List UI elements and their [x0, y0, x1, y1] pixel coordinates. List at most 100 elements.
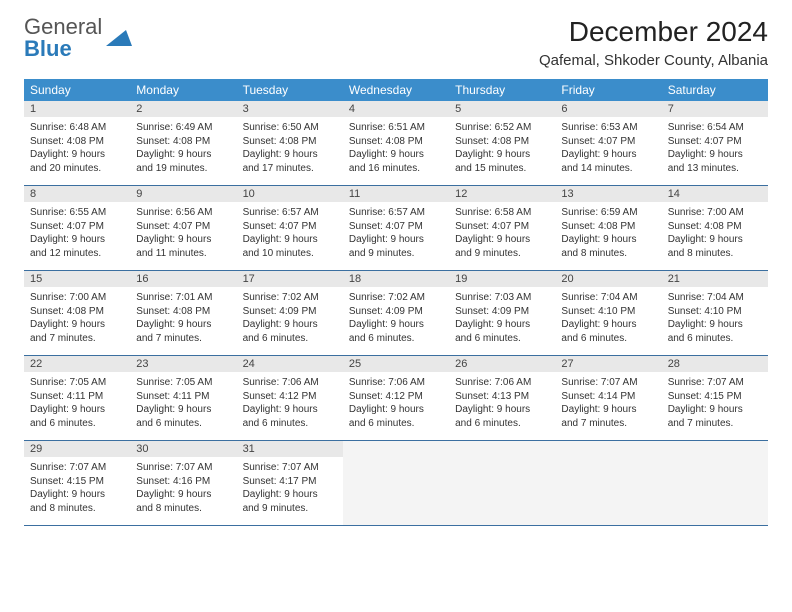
day-details: Sunrise: 6:57 AMSunset: 4:07 PMDaylight:… — [237, 202, 343, 271]
sunrise-text: Sunrise: 7:06 AM — [349, 376, 443, 390]
day-details: Sunrise: 7:07 AMSunset: 4:16 PMDaylight:… — [130, 457, 236, 526]
day-number: 9 — [130, 186, 236, 203]
daylight-text: Daylight: 9 hours and 6 minutes. — [136, 403, 230, 430]
daylight-text: Daylight: 9 hours and 8 minutes. — [668, 233, 762, 260]
daylight-text: Daylight: 9 hours and 15 minutes. — [455, 148, 549, 175]
day-details — [662, 457, 768, 526]
sunrise-text: Sunrise: 6:56 AM — [136, 206, 230, 220]
sunrise-text: Sunrise: 6:59 AM — [561, 206, 655, 220]
sunrise-text: Sunrise: 6:58 AM — [455, 206, 549, 220]
daylight-text: Daylight: 9 hours and 16 minutes. — [349, 148, 443, 175]
day-number: 22 — [24, 356, 130, 373]
day-number: 20 — [555, 271, 661, 288]
day-details: Sunrise: 6:51 AMSunset: 4:08 PMDaylight:… — [343, 117, 449, 186]
day-number: 31 — [237, 441, 343, 458]
day-number: 11 — [343, 186, 449, 203]
sunrise-text: Sunrise: 6:50 AM — [243, 121, 337, 135]
sunset-text: Sunset: 4:13 PM — [455, 390, 549, 404]
day-number: 19 — [449, 271, 555, 288]
day-number: 23 — [130, 356, 236, 373]
sunset-text: Sunset: 4:15 PM — [30, 475, 124, 489]
day-details: Sunrise: 7:06 AMSunset: 4:12 PMDaylight:… — [237, 372, 343, 441]
month-title: December 2024 — [539, 16, 768, 48]
sunrise-text: Sunrise: 6:48 AM — [30, 121, 124, 135]
weekday-header: Friday — [555, 79, 661, 101]
day-number — [662, 441, 768, 458]
day-number: 7 — [662, 101, 768, 117]
sunrise-text: Sunrise: 7:04 AM — [668, 291, 762, 305]
day-details: Sunrise: 6:59 AMSunset: 4:08 PMDaylight:… — [555, 202, 661, 271]
day-number: 4 — [343, 101, 449, 117]
day-details — [449, 457, 555, 526]
sunrise-text: Sunrise: 7:05 AM — [30, 376, 124, 390]
daylight-text: Daylight: 9 hours and 8 minutes. — [30, 488, 124, 515]
sunset-text: Sunset: 4:07 PM — [136, 220, 230, 234]
day-details: Sunrise: 7:07 AMSunset: 4:14 PMDaylight:… — [555, 372, 661, 441]
sunrise-text: Sunrise: 6:49 AM — [136, 121, 230, 135]
daylight-text: Daylight: 9 hours and 6 minutes. — [349, 403, 443, 430]
weekday-header: Sunday — [24, 79, 130, 101]
sunset-text: Sunset: 4:12 PM — [243, 390, 337, 404]
day-details: Sunrise: 7:05 AMSunset: 4:11 PMDaylight:… — [24, 372, 130, 441]
logo: General Blue — [24, 16, 132, 60]
sunset-text: Sunset: 4:07 PM — [561, 135, 655, 149]
day-number: 2 — [130, 101, 236, 117]
daylight-text: Daylight: 9 hours and 7 minutes. — [30, 318, 124, 345]
day-details: Sunrise: 6:50 AMSunset: 4:08 PMDaylight:… — [237, 117, 343, 186]
sunrise-text: Sunrise: 6:52 AM — [455, 121, 549, 135]
sunset-text: Sunset: 4:16 PM — [136, 475, 230, 489]
sunset-text: Sunset: 4:07 PM — [243, 220, 337, 234]
day-number: 26 — [449, 356, 555, 373]
day-details: Sunrise: 7:02 AMSunset: 4:09 PMDaylight:… — [237, 287, 343, 356]
sunset-text: Sunset: 4:08 PM — [30, 305, 124, 319]
sunset-text: Sunset: 4:08 PM — [243, 135, 337, 149]
day-details: Sunrise: 7:01 AMSunset: 4:08 PMDaylight:… — [130, 287, 236, 356]
sunrise-text: Sunrise: 7:02 AM — [243, 291, 337, 305]
day-details: Sunrise: 7:03 AMSunset: 4:09 PMDaylight:… — [449, 287, 555, 356]
day-details: Sunrise: 6:53 AMSunset: 4:07 PMDaylight:… — [555, 117, 661, 186]
sunrise-text: Sunrise: 6:51 AM — [349, 121, 443, 135]
daylight-text: Daylight: 9 hours and 6 minutes. — [30, 403, 124, 430]
day-number: 15 — [24, 271, 130, 288]
daylight-text: Daylight: 9 hours and 6 minutes. — [243, 403, 337, 430]
day-details: Sunrise: 7:06 AMSunset: 4:12 PMDaylight:… — [343, 372, 449, 441]
day-number: 12 — [449, 186, 555, 203]
day-number: 8 — [24, 186, 130, 203]
sunset-text: Sunset: 4:08 PM — [136, 305, 230, 319]
day-details: Sunrise: 6:52 AMSunset: 4:08 PMDaylight:… — [449, 117, 555, 186]
daylight-text: Daylight: 9 hours and 12 minutes. — [30, 233, 124, 260]
daylight-text: Daylight: 9 hours and 7 minutes. — [561, 403, 655, 430]
header: General Blue December 2024 Qafemal, Shko… — [24, 16, 768, 69]
daylight-text: Daylight: 9 hours and 13 minutes. — [668, 148, 762, 175]
sunset-text: Sunset: 4:08 PM — [561, 220, 655, 234]
sunset-text: Sunset: 4:15 PM — [668, 390, 762, 404]
sunset-text: Sunset: 4:08 PM — [30, 135, 124, 149]
daylight-text: Daylight: 9 hours and 20 minutes. — [30, 148, 124, 175]
daylight-text: Daylight: 9 hours and 17 minutes. — [243, 148, 337, 175]
day-number: 18 — [343, 271, 449, 288]
sunset-text: Sunset: 4:09 PM — [243, 305, 337, 319]
sunset-text: Sunset: 4:11 PM — [136, 390, 230, 404]
logo-line1: General — [24, 16, 102, 38]
day-details: Sunrise: 6:58 AMSunset: 4:07 PMDaylight:… — [449, 202, 555, 271]
day-details: Sunrise: 7:06 AMSunset: 4:13 PMDaylight:… — [449, 372, 555, 441]
sunrise-text: Sunrise: 7:07 AM — [136, 461, 230, 475]
sunrise-text: Sunrise: 7:07 AM — [243, 461, 337, 475]
day-number: 27 — [555, 356, 661, 373]
day-details: Sunrise: 7:04 AMSunset: 4:10 PMDaylight:… — [662, 287, 768, 356]
sunrise-text: Sunrise: 6:55 AM — [30, 206, 124, 220]
sunset-text: Sunset: 4:09 PM — [455, 305, 549, 319]
day-number: 30 — [130, 441, 236, 458]
day-details: Sunrise: 7:05 AMSunset: 4:11 PMDaylight:… — [130, 372, 236, 441]
sunset-text: Sunset: 4:08 PM — [136, 135, 230, 149]
day-number: 28 — [662, 356, 768, 373]
daylight-text: Daylight: 9 hours and 9 minutes. — [243, 488, 337, 515]
sunset-text: Sunset: 4:08 PM — [349, 135, 443, 149]
day-number: 3 — [237, 101, 343, 117]
day-details: Sunrise: 7:00 AMSunset: 4:08 PMDaylight:… — [24, 287, 130, 356]
weekday-header: Tuesday — [237, 79, 343, 101]
day-number — [555, 441, 661, 458]
weekday-header: Saturday — [662, 79, 768, 101]
daylight-text: Daylight: 9 hours and 6 minutes. — [455, 403, 549, 430]
daylight-text: Daylight: 9 hours and 8 minutes. — [136, 488, 230, 515]
